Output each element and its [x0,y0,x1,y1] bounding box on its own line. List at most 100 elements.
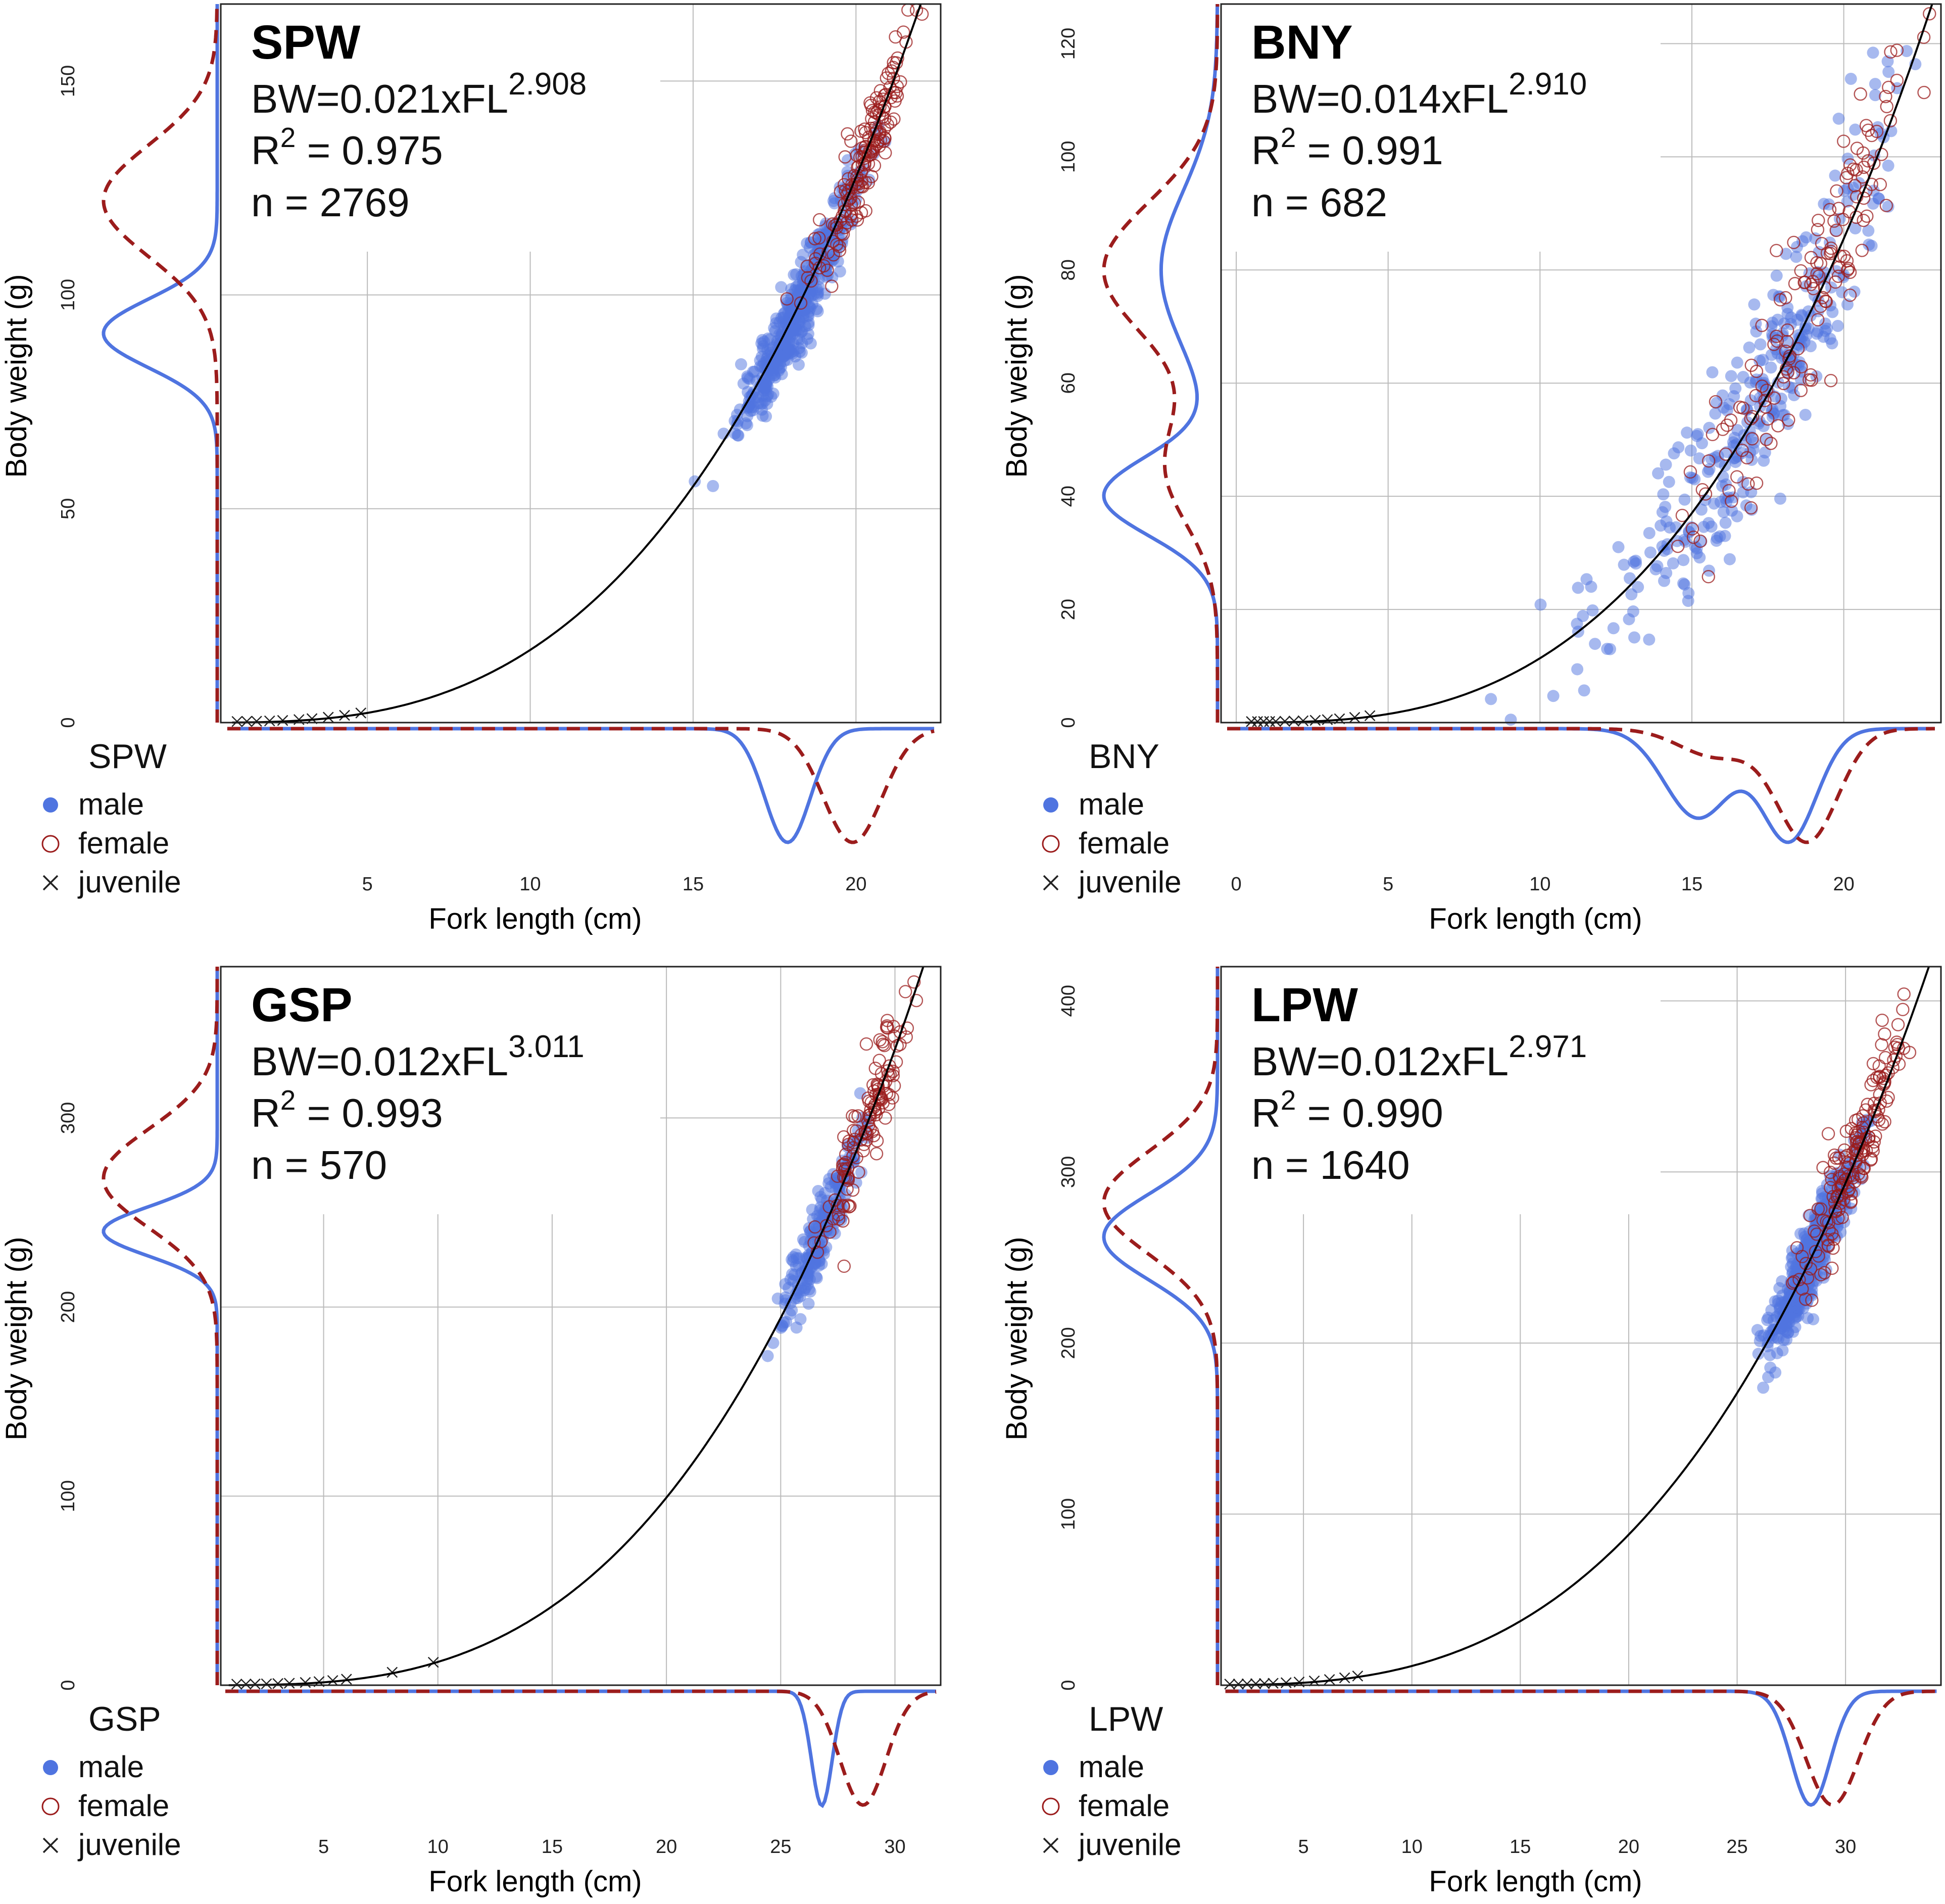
male-point [798,1235,811,1248]
female-point [838,150,852,164]
x-tick-label: 5 [362,874,373,895]
female-point [1701,454,1716,468]
female-point [1770,244,1783,258]
legend-female-label: female [78,826,169,860]
x-axis-label: Fork length (cm) [1429,902,1642,935]
r-squared-label: R2 = 0.975 [251,122,443,173]
equation-exponent: 2.910 [1509,67,1587,102]
legend-female-label: female [1079,1789,1170,1823]
plot-frame [220,3,942,724]
r-superscript: 2 [1281,122,1296,153]
fitted-curve [228,966,925,1686]
female-point [861,176,876,189]
panel-title: SPW [251,16,361,69]
female-point [1882,80,1895,94]
male-point [1829,225,1842,237]
legend-species-label: SPW [88,737,167,776]
juvenile-point [261,1678,272,1690]
female-point [1821,1233,1834,1247]
female-point [859,1037,873,1051]
male-point [1772,1297,1784,1310]
female-point [887,1020,900,1033]
female-point [1794,384,1808,397]
male-point [761,1350,774,1362]
female-point [794,296,808,310]
female-point [874,1091,889,1105]
male-point [1688,473,1701,486]
r-symbol: R [251,128,280,173]
female-point [1848,179,1862,193]
female-point [836,1214,850,1228]
x-tick-label: 15 [542,1836,563,1858]
male-point [1649,563,1662,576]
y-axis-label: Body weight (g) [0,1237,33,1441]
male-point [1663,475,1675,488]
r-symbol: R [1251,128,1281,173]
panel-title: GSP [251,978,353,1032]
female-point [1770,334,1784,348]
male-point [1844,72,1857,85]
female-point [823,1225,837,1239]
female-point [1797,275,1811,290]
sample-size-label: n = 682 [1251,180,1387,225]
female-point [1891,1018,1905,1031]
male-point [1547,690,1560,702]
female-point [1861,154,1875,168]
legend-juvenile-marker [1043,1837,1059,1853]
male-point [1737,371,1749,384]
female-point [1890,43,1904,57]
female-point [1745,432,1759,446]
female-point [1844,1187,1858,1201]
equation-label: BW=0.012xFL3.011 [251,1029,585,1084]
male-point [1800,231,1813,244]
female-point [1884,45,1898,59]
female-point [839,1170,852,1184]
female-point [1824,242,1838,255]
female-point [842,1134,856,1148]
y-axis-label: Body weight (g) [1000,1237,1033,1441]
male-point [1485,693,1497,705]
female-point [1823,1165,1837,1179]
female-density-x [1227,727,1935,844]
male-point [1901,44,1913,57]
female-point [1790,1241,1804,1255]
female-point [1855,1170,1869,1184]
male-point [1628,631,1641,644]
female-point [878,100,892,113]
male-point [1775,392,1788,405]
female-point [1833,1171,1847,1185]
legend-species-label: BNY [1089,737,1159,776]
female-point [1780,335,1794,349]
female-point [1861,1098,1874,1111]
female-point [1843,265,1857,279]
female-point [1823,203,1837,217]
male-point [1743,425,1756,438]
female-point [1890,73,1904,87]
legend: LPW male female juvenile [1042,1700,1181,1862]
male-point [1656,540,1669,553]
r-squared-value: = 0.990 [1296,1090,1443,1135]
female-point [900,1021,914,1035]
male-point [1643,527,1656,540]
female-point [830,237,844,252]
male-point [802,1298,815,1310]
male-point [1672,441,1685,454]
x-tick-label: 20 [656,1836,677,1858]
female-point [1744,358,1758,372]
male-point [1811,327,1823,340]
female-point [1829,223,1843,237]
female-point [1811,313,1825,326]
female-point [1686,530,1700,544]
female-point [891,51,904,65]
male-point [1782,417,1794,430]
x-tick-label: 10 [427,1836,449,1858]
female-point [1764,437,1778,450]
male-point [1831,319,1844,332]
x-tick-label: 20 [1833,874,1854,895]
male-point [1655,519,1667,532]
female-point [909,993,923,1008]
male-point [1849,123,1862,136]
female-point [1856,1109,1870,1123]
